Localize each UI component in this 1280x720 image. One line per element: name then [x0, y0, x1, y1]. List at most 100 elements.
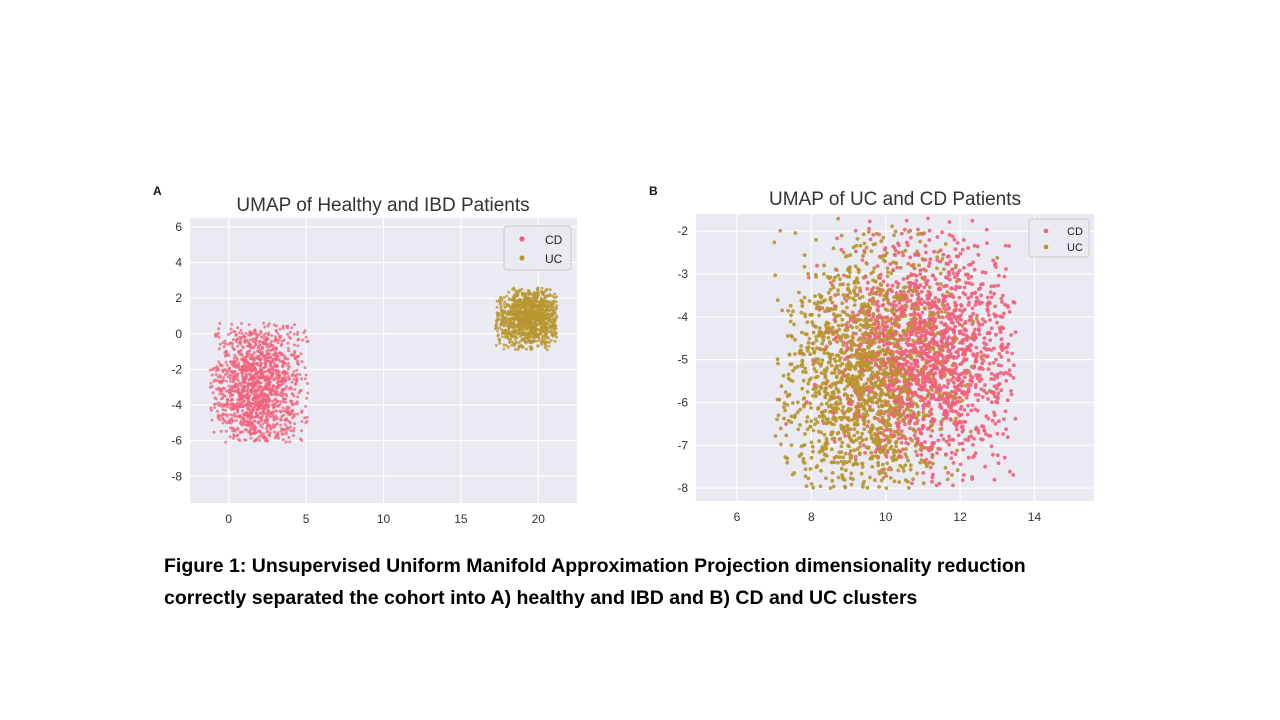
scatter-point-cd	[239, 336, 243, 340]
scatter-point-cd	[980, 322, 985, 327]
scatter-point-uc	[517, 305, 520, 309]
scatter-point-cd	[915, 368, 920, 373]
scatter-point-cd	[292, 426, 296, 430]
scatter-point-cd	[980, 282, 985, 286]
scatter-point-cd	[980, 395, 985, 399]
scatter-point-cd	[1006, 342, 1011, 347]
scatter-point-cd	[882, 247, 887, 252]
scatter-point-cd	[252, 392, 256, 396]
scatter-point-uc	[542, 305, 546, 308]
scatter-point-cd	[928, 257, 933, 261]
scatter-point-cd	[281, 324, 285, 328]
scatter-point-uc	[815, 464, 820, 468]
scatter-point-uc	[510, 307, 514, 311]
scatter-point-uc	[841, 462, 846, 467]
scatter-point-cd	[928, 364, 933, 368]
scatter-point-uc	[890, 224, 894, 229]
scatter-point-cd	[248, 423, 252, 427]
scatter-point-cd	[246, 385, 250, 389]
scatter-point-cd	[261, 411, 265, 415]
scatter-point-uc	[527, 289, 531, 293]
scatter-point-cd	[267, 333, 270, 337]
panel-a-legend-uc-marker	[519, 255, 525, 261]
scatter-point-cd	[948, 293, 952, 298]
scatter-point-uc	[886, 301, 890, 305]
scatter-point-uc	[802, 253, 807, 257]
scatter-point-uc	[865, 324, 870, 328]
scatter-point-cd	[251, 337, 255, 341]
scatter-point-uc	[527, 309, 531, 313]
scatter-point-cd	[986, 397, 990, 401]
scatter-point-cd	[246, 421, 250, 424]
scatter-point-cd	[224, 360, 228, 364]
scatter-point-cd	[815, 263, 819, 268]
scatter-point-cd	[946, 398, 950, 403]
scatter-point-cd	[293, 349, 297, 353]
scatter-point-cd	[288, 330, 292, 334]
scatter-point-cd	[293, 388, 297, 391]
scatter-point-cd	[890, 283, 895, 288]
scatter-point-cd	[937, 481, 942, 486]
scatter-point-uc	[935, 266, 939, 271]
scatter-point-uc	[865, 413, 870, 417]
scatter-point-cd	[956, 412, 961, 416]
scatter-point-cd	[246, 406, 250, 410]
scatter-point-uc	[871, 349, 876, 354]
scatter-point-uc	[884, 443, 888, 448]
scatter-point-cd	[894, 291, 899, 295]
scatter-point-cd	[949, 378, 954, 383]
scatter-point-cd	[242, 418, 246, 421]
scatter-point-cd	[219, 414, 223, 418]
scatter-point-cd	[973, 427, 978, 432]
scatter-point-cd	[286, 332, 289, 336]
scatter-point-uc	[831, 332, 836, 337]
scatter-point-cd	[305, 416, 309, 419]
scatter-point-cd	[238, 331, 242, 335]
scatter-point-cd	[276, 332, 280, 336]
scatter-point-uc	[778, 426, 783, 431]
scatter-point-uc	[511, 287, 515, 291]
scatter-point-uc	[848, 379, 853, 383]
scatter-point-cd	[257, 381, 261, 385]
scatter-point-uc	[843, 451, 848, 456]
scatter-point-uc	[546, 304, 550, 308]
scatter-point-uc	[789, 333, 793, 338]
scatter-point-cd	[262, 370, 266, 374]
scatter-point-cd	[278, 402, 282, 406]
scatter-point-uc	[802, 264, 807, 269]
scatter-point-uc	[528, 338, 532, 342]
scatter-point-cd	[255, 402, 259, 406]
scatter-point-cd	[962, 375, 967, 380]
scatter-point-cd	[874, 357, 879, 362]
scatter-point-cd	[993, 261, 998, 266]
scatter-point-cd	[249, 338, 252, 342]
scatter-point-cd	[976, 253, 981, 257]
scatter-point-cd	[250, 401, 254, 405]
scatter-point-cd	[239, 431, 243, 434]
scatter-point-cd	[229, 413, 233, 417]
scatter-point-cd	[979, 437, 983, 441]
scatter-point-cd	[276, 399, 280, 403]
scatter-point-cd	[918, 350, 923, 355]
scatter-point-cd	[284, 440, 288, 444]
scatter-point-uc	[776, 413, 781, 418]
scatter-point-cd	[936, 438, 941, 443]
scatter-point-cd	[251, 375, 255, 378]
scatter-point-cd	[989, 400, 994, 405]
scatter-point-cd	[234, 404, 238, 408]
scatter-point-cd	[280, 415, 284, 419]
scatter-point-cd	[299, 437, 302, 441]
scatter-point-uc	[839, 444, 844, 449]
scatter-point-cd	[1001, 311, 1006, 316]
scatter-point-cd	[217, 347, 221, 351]
scatter-point-uc	[874, 454, 879, 459]
scatter-point-uc	[555, 304, 559, 308]
scatter-point-cd	[245, 413, 249, 417]
scatter-point-uc	[842, 296, 847, 300]
scatter-point-cd	[273, 338, 277, 342]
scatter-point-cd	[218, 379, 222, 383]
scatter-point-cd	[246, 341, 250, 344]
scatter-point-cd	[925, 278, 930, 283]
scatter-point-uc	[524, 310, 528, 314]
scatter-point-uc	[526, 300, 530, 304]
